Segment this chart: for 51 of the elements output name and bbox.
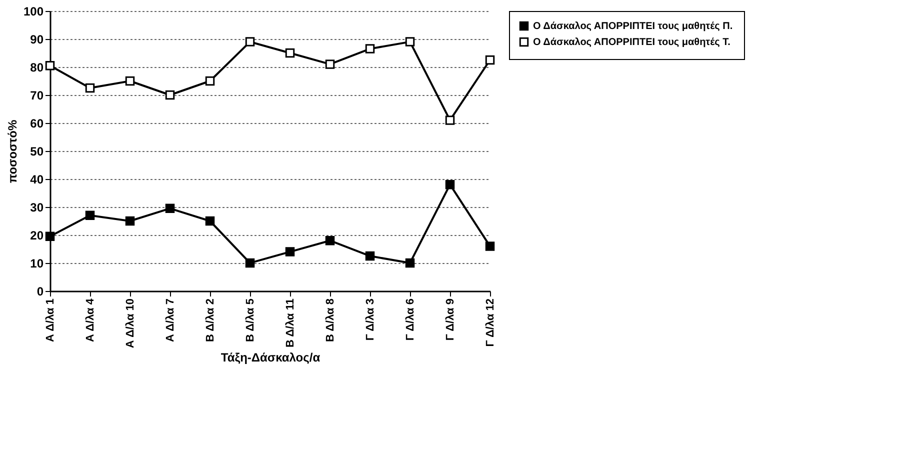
point xyxy=(445,180,455,190)
y-axis-title: ποσοστό% xyxy=(5,120,20,184)
x-tick-label: Β Δ/λα 5 xyxy=(244,298,256,342)
point xyxy=(485,242,495,251)
point xyxy=(205,216,215,226)
legend-label: Ο Δάσκαλος ΑΠΟΡΡΙΠΤΕΙ τους μαθητές Π. xyxy=(533,21,733,32)
x-tick-label: Β Δ/λα 11 xyxy=(284,298,296,348)
y-tick-label: 70 xyxy=(30,88,44,102)
y-tick-label: 10 xyxy=(30,256,44,270)
point xyxy=(85,210,95,220)
y-tick-label: 60 xyxy=(30,116,44,130)
point xyxy=(445,116,455,125)
y-tick-label: 90 xyxy=(30,32,44,46)
y-tick-label: 80 xyxy=(30,60,44,74)
point xyxy=(45,232,55,242)
point xyxy=(85,83,95,93)
point xyxy=(325,60,335,69)
point xyxy=(125,216,135,226)
y-tick-label: 100 xyxy=(23,4,44,18)
point xyxy=(405,37,415,46)
point xyxy=(325,236,335,246)
x-tick-label: Α Δ/λα 10 xyxy=(124,298,136,348)
x-tick-label: Β Δ/λα 8 xyxy=(324,298,336,342)
x-tick-label: Γ Δ/λα 3 xyxy=(364,298,376,341)
x-tick-label: Γ Δ/λα 6 xyxy=(404,298,416,341)
point xyxy=(165,90,175,100)
point xyxy=(45,60,55,70)
y-tick-label: 50 xyxy=(30,144,44,158)
y-tick-label: 30 xyxy=(30,200,44,214)
y-tick-label: 0 xyxy=(36,284,44,298)
point xyxy=(245,258,255,268)
point xyxy=(485,55,495,65)
x-tick-label: Γ Δ/λα 9 xyxy=(444,298,456,341)
point xyxy=(285,48,295,58)
point xyxy=(285,247,295,256)
x-axis-title: Τάξη-Δάσκαλος/α xyxy=(220,350,321,364)
point xyxy=(365,251,375,261)
point xyxy=(125,76,135,86)
point xyxy=(405,258,415,268)
point xyxy=(245,37,255,46)
point xyxy=(365,44,375,54)
x-tick-label: Α Δ/λα 4 xyxy=(84,298,96,342)
x-tick-label: Β Δ/λα 2 xyxy=(204,298,216,342)
y-tick-label: 40 xyxy=(30,172,44,186)
x-tick-label: Α Δ/λα 7 xyxy=(164,298,176,342)
legend-label: Ο Δάσκαλος ΑΠΟΡΡΙΠΤΕΙ τους μαθητές Τ. xyxy=(533,37,731,48)
point xyxy=(165,204,175,214)
x-tick-label: Γ Δ/λα 12 xyxy=(484,298,496,347)
y-tick-label: 20 xyxy=(30,228,44,242)
point xyxy=(205,76,215,86)
x-tick-label: Α Δ/λα 1 xyxy=(44,298,56,342)
